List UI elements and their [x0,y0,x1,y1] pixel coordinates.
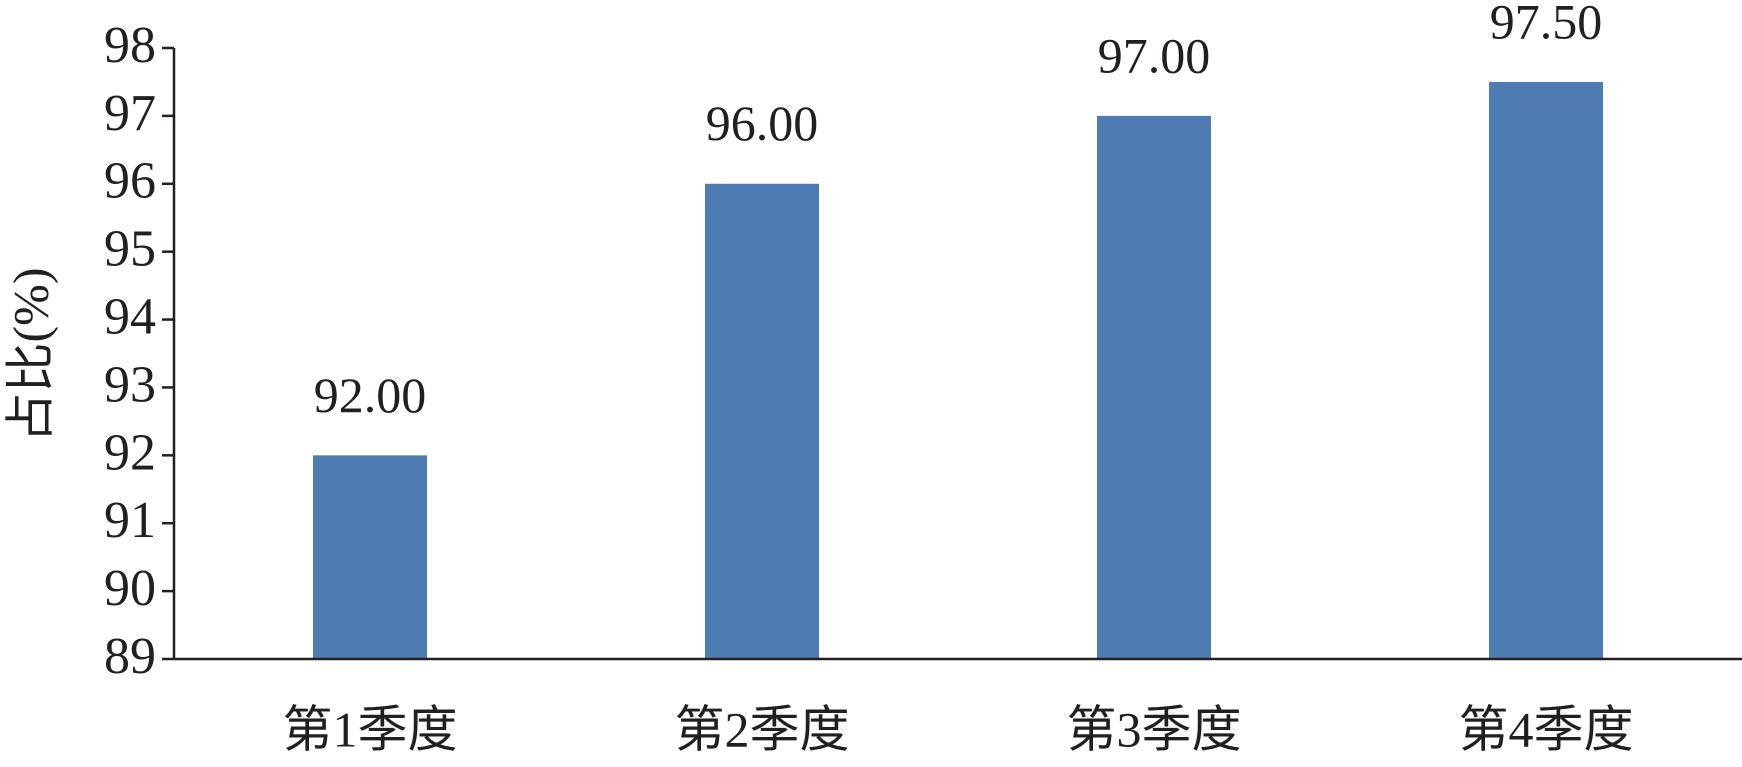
x-tick-label: 第4季度 [1459,701,1634,757]
bar [705,183,819,659]
bar [1489,81,1603,659]
y-tick-label: 89 [104,628,156,685]
bar [1097,115,1211,659]
y-tick-label: 97 [104,85,156,142]
y-tick-label: 96 [104,153,156,210]
x-tick-label: 第1季度 [283,701,458,757]
y-tick-label: 90 [104,560,156,617]
value-label: 97.50 [1490,0,1603,49]
bar [313,455,427,659]
y-tick-label: 95 [104,221,156,278]
y-tick-label: 93 [104,356,156,413]
y-axis-label: 占比(%) [2,268,58,443]
y-tick-label: 91 [104,492,156,549]
y-tick-label: 98 [104,17,156,74]
y-tick-label: 94 [104,288,156,345]
value-label: 96.00 [706,95,819,151]
x-tick-label: 第2季度 [675,701,850,757]
x-tick-label: 第3季度 [1067,701,1242,757]
value-label: 92.00 [314,367,427,423]
y-tick-label: 92 [104,424,156,481]
value-label: 97.00 [1098,27,1211,83]
